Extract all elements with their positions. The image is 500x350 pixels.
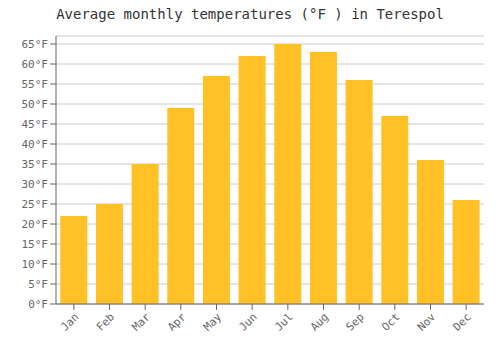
svg-text:Feb: Feb [94,310,117,333]
svg-text:10°F: 10°F [22,258,49,271]
svg-text:55°F: 55°F [22,78,49,91]
svg-text:May: May [201,310,225,334]
svg-text:Mar: Mar [130,310,154,334]
svg-text:Oct: Oct [379,310,402,333]
svg-text:Apr: Apr [165,310,189,334]
svg-text:Dec: Dec [451,310,474,333]
svg-text:Sep: Sep [344,310,367,333]
svg-text:Jul: Jul [272,310,295,333]
svg-text:Aug: Aug [308,310,331,333]
svg-text:25°F: 25°F [22,198,49,211]
svg-text:5°F: 5°F [28,278,48,291]
svg-text:30°F: 30°F [22,178,49,191]
svg-text:Jan: Jan [58,310,81,333]
svg-text:15°F: 15°F [22,238,49,251]
svg-text:20°F: 20°F [22,218,49,231]
svg-text:Nov: Nov [415,310,439,334]
svg-text:35°F: 35°F [22,158,49,171]
html-text:Average monthly temperatures (: Average monthly temperatures (°F ) in Te… [56,6,444,22]
svg-text:0°F: 0°F [28,298,48,311]
svg-text:50°F: 50°F [22,98,49,111]
svg-text:45°F: 45°F [22,118,49,131]
svg-text:60°F: 60°F [22,58,49,71]
svg-text:65°F: 65°F [22,38,49,51]
svg-text:40°F: 40°F [22,138,49,151]
svg-text:Jun: Jun [237,310,260,333]
